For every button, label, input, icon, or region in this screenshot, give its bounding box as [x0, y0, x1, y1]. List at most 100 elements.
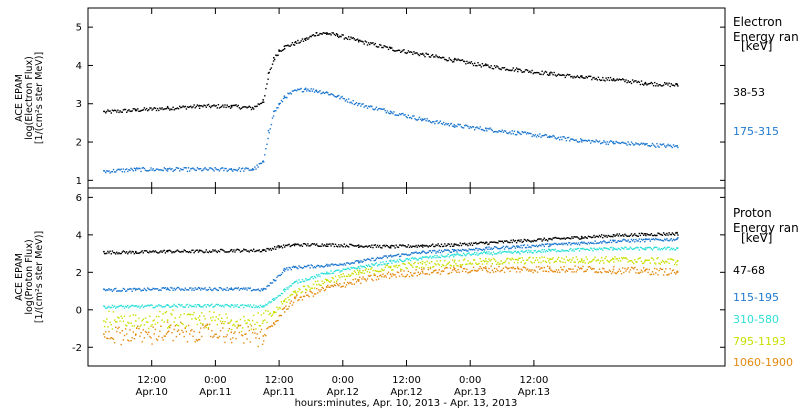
data-point — [410, 254, 411, 255]
data-point — [377, 245, 378, 246]
data-point — [567, 244, 568, 245]
data-point — [284, 246, 285, 247]
data-point — [204, 251, 205, 252]
data-point — [531, 269, 532, 270]
data-point — [282, 293, 283, 294]
data-point — [381, 247, 382, 248]
data-point — [540, 245, 541, 246]
data-point — [341, 96, 342, 97]
data-point — [390, 47, 392, 49]
data-point — [339, 98, 340, 99]
data-point — [466, 263, 467, 264]
data-point — [135, 320, 137, 322]
data-point — [517, 132, 519, 134]
data-point — [623, 248, 624, 249]
data-point — [602, 142, 603, 143]
data-point — [374, 265, 375, 266]
data-point — [267, 79, 268, 80]
data-point — [434, 250, 435, 251]
data-point — [296, 281, 297, 282]
data-point — [529, 257, 530, 258]
data-point — [157, 169, 158, 170]
data-point — [560, 137, 561, 138]
data-point — [251, 329, 252, 330]
data-point — [635, 272, 636, 273]
data-point — [112, 171, 113, 172]
data-point — [368, 269, 369, 270]
data-point — [508, 251, 509, 252]
data-point — [409, 258, 410, 259]
data-point — [304, 281, 305, 282]
data-point — [104, 336, 105, 337]
data-point — [538, 72, 539, 73]
data-point — [330, 280, 331, 281]
data-point — [320, 285, 321, 286]
data-point — [273, 279, 275, 281]
data-point — [358, 103, 360, 105]
data-point — [462, 264, 463, 265]
data-point — [261, 314, 262, 315]
data-point — [348, 263, 349, 264]
data-point — [527, 252, 528, 253]
data-point — [227, 105, 228, 106]
data-point — [307, 39, 308, 40]
data-point — [228, 170, 229, 171]
data-point — [545, 251, 546, 252]
data-point — [676, 271, 678, 273]
data-point — [296, 90, 297, 91]
data-point — [524, 244, 525, 245]
data-point — [149, 336, 150, 337]
data-point — [651, 145, 652, 146]
data-point — [422, 244, 424, 246]
data-point — [171, 168, 172, 169]
data-point — [273, 298, 275, 300]
data-point — [655, 272, 656, 273]
data-point — [172, 290, 173, 291]
data-point — [570, 244, 571, 245]
data-point — [330, 270, 331, 271]
data-point — [305, 292, 306, 293]
data-point — [291, 93, 292, 94]
data-point — [179, 317, 180, 318]
data-point — [432, 244, 433, 245]
data-point — [149, 169, 150, 170]
data-point — [473, 253, 474, 254]
data-point — [208, 327, 209, 328]
data-point — [129, 329, 130, 330]
data-point — [206, 249, 207, 250]
data-point — [517, 68, 519, 70]
data-point — [631, 141, 632, 142]
data-point — [273, 322, 275, 324]
data-point — [260, 331, 261, 332]
data-point — [143, 109, 144, 110]
data-point — [537, 135, 538, 136]
x-tick-time: 12:00 — [519, 375, 548, 386]
data-point — [520, 245, 521, 246]
data-point — [570, 248, 571, 249]
data-point — [403, 49, 404, 50]
data-point — [260, 325, 261, 326]
data-point — [544, 267, 545, 268]
data-point — [582, 266, 583, 267]
data-point — [358, 244, 360, 246]
data-point — [665, 239, 666, 240]
data-point — [383, 276, 384, 277]
data-point — [549, 135, 551, 137]
data-point — [602, 237, 603, 238]
data-point — [414, 246, 415, 247]
data-point — [658, 263, 659, 264]
data-point — [386, 261, 387, 262]
data-point — [229, 169, 230, 170]
data-point — [258, 166, 259, 167]
data-point — [438, 251, 439, 252]
data-point — [645, 270, 647, 272]
x-tick-date: Apr.10 — [136, 387, 168, 398]
data-point — [572, 77, 573, 78]
data-point — [135, 251, 137, 253]
data-point — [314, 287, 315, 288]
data-point — [103, 320, 105, 322]
data-point — [507, 258, 508, 259]
data-point — [338, 275, 339, 276]
data-point — [622, 267, 623, 268]
data-point — [246, 322, 247, 323]
